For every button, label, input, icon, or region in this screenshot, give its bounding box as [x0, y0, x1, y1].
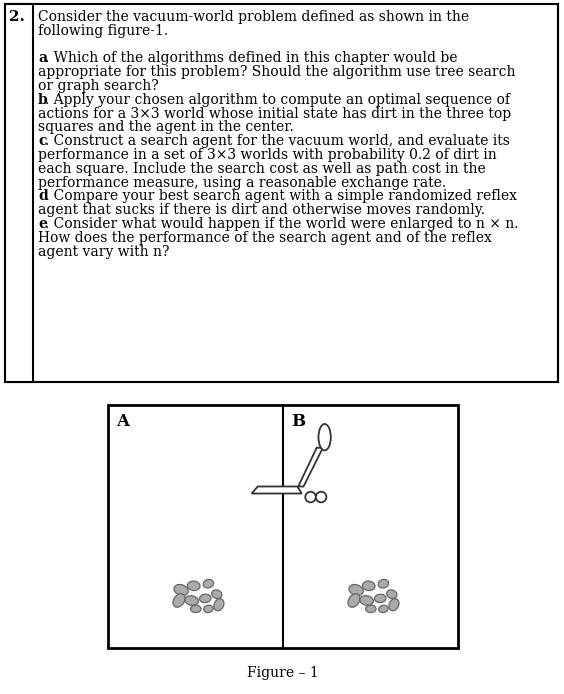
- Circle shape: [316, 492, 327, 502]
- Text: appropriate for this problem? Should the algorithm use tree search: appropriate for this problem? Should the…: [38, 65, 515, 79]
- Ellipse shape: [360, 595, 373, 605]
- Bar: [108, 405, 458, 648]
- Ellipse shape: [204, 605, 213, 613]
- Text: each square. Include the search cost as well as path cost in the: each square. Include the search cost as …: [38, 162, 486, 176]
- Ellipse shape: [174, 584, 188, 595]
- Ellipse shape: [173, 594, 185, 607]
- Text: . Compare your best search agent with a simple randomized reflex: . Compare your best search agent with a …: [45, 189, 517, 203]
- Text: d: d: [38, 189, 48, 203]
- Text: A: A: [116, 413, 129, 430]
- Text: following figure-1.: following figure-1.: [38, 24, 168, 37]
- Text: c: c: [38, 134, 46, 149]
- Text: agent vary with n?: agent vary with n?: [38, 244, 170, 259]
- Ellipse shape: [214, 599, 224, 611]
- Text: actions for a 3×3 world whose initial state has dirt in the three top: actions for a 3×3 world whose initial st…: [38, 107, 511, 121]
- Text: squares and the agent in the center.: squares and the agent in the center.: [38, 120, 294, 135]
- Text: B: B: [291, 413, 305, 430]
- Text: . Construct a search agent for the vacuum world, and evaluate its: . Construct a search agent for the vacuu…: [45, 134, 510, 149]
- Ellipse shape: [191, 605, 201, 613]
- Text: Consider the vacuum-world problem defined as shown in the: Consider the vacuum-world problem define…: [38, 10, 469, 24]
- Polygon shape: [298, 448, 323, 486]
- Text: . Apply your chosen algorithm to compute an optimal sequence of: . Apply your chosen algorithm to compute…: [45, 93, 510, 107]
- Ellipse shape: [203, 579, 214, 588]
- Text: b: b: [38, 93, 48, 107]
- Ellipse shape: [387, 590, 397, 598]
- Text: agent that sucks if there is dirt and otherwise moves randomly.: agent that sucks if there is dirt and ot…: [38, 203, 485, 217]
- Text: How does the performance of the search agent and of the reflex: How does the performance of the search a…: [38, 231, 492, 245]
- Text: performance in a set of 3×3 worlds with probability 0.2 of dirt in: performance in a set of 3×3 worlds with …: [38, 148, 497, 162]
- Polygon shape: [252, 486, 302, 493]
- Ellipse shape: [374, 594, 386, 602]
- Ellipse shape: [378, 605, 388, 613]
- Ellipse shape: [212, 590, 222, 598]
- Ellipse shape: [378, 579, 389, 588]
- Text: . Consider what would happen if the world were enlarged to n × n.: . Consider what would happen if the worl…: [45, 217, 518, 231]
- Ellipse shape: [200, 594, 211, 602]
- Ellipse shape: [389, 599, 399, 611]
- Circle shape: [305, 492, 316, 502]
- Text: performance measure, using a reasonable exchange rate.: performance measure, using a reasonable …: [38, 176, 446, 189]
- Text: a: a: [38, 51, 47, 65]
- Ellipse shape: [319, 424, 331, 450]
- Text: . Which of the algorithms defined in this chapter would be: . Which of the algorithms defined in thi…: [45, 51, 457, 65]
- Ellipse shape: [365, 605, 376, 613]
- Ellipse shape: [363, 581, 375, 591]
- Text: Figure – 1: Figure – 1: [247, 666, 319, 680]
- Ellipse shape: [185, 595, 199, 605]
- Ellipse shape: [187, 581, 200, 591]
- Bar: [5, 4, 33, 382]
- Text: or graph search?: or graph search?: [38, 79, 158, 93]
- Ellipse shape: [349, 584, 363, 595]
- Text: e: e: [38, 217, 47, 231]
- Ellipse shape: [348, 594, 360, 607]
- Bar: [5, 4, 558, 382]
- Text: 2.: 2.: [9, 10, 25, 24]
